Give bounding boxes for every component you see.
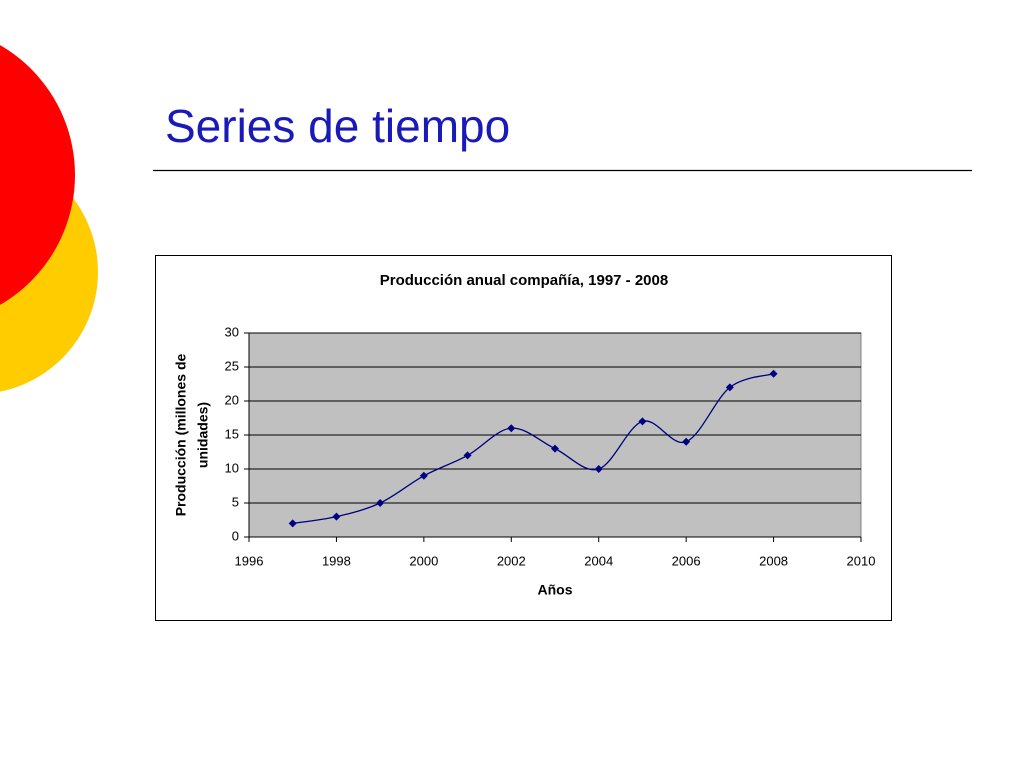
data-point [376,499,385,507]
y-tick-label: 30 [225,324,239,339]
x-tick-label: 2000 [409,553,438,568]
x-tick-label: 2010 [847,553,876,568]
y-tick-label: 15 [225,426,239,441]
data-point [332,512,341,521]
x-axis-label: Años [538,582,573,598]
x-tick-label: 1996 [235,553,264,568]
data-point [725,383,734,392]
x-tick-label: 1998 [322,553,351,568]
y-tick-label: 20 [225,392,239,407]
data-point [682,437,691,446]
data-point [638,417,647,426]
decor-circle [0,45,75,305]
slide-title: Series de tiempo [165,100,510,152]
x-tick-label: 2004 [584,553,613,568]
chart-title: Producción anual compañía, 1997 - 2008 [380,272,668,289]
data-point [288,519,297,528]
x-tick-label: 2002 [497,553,526,568]
y-tick-label: 25 [225,358,239,373]
data-point [463,451,472,460]
data-point [419,471,428,480]
y-axis-label: Producción (millones de [173,354,189,517]
y-tick-label: 5 [232,494,239,509]
data-point [769,369,778,378]
y-tick-label: 10 [225,460,239,475]
x-tick-label: 2006 [672,553,701,568]
y-axis-label: unidades) [195,402,211,468]
x-tick-label: 2008 [759,553,788,568]
data-point [594,465,603,473]
data-point [551,444,559,453]
y-tick-label: 0 [232,528,239,543]
data-point [507,424,516,433]
